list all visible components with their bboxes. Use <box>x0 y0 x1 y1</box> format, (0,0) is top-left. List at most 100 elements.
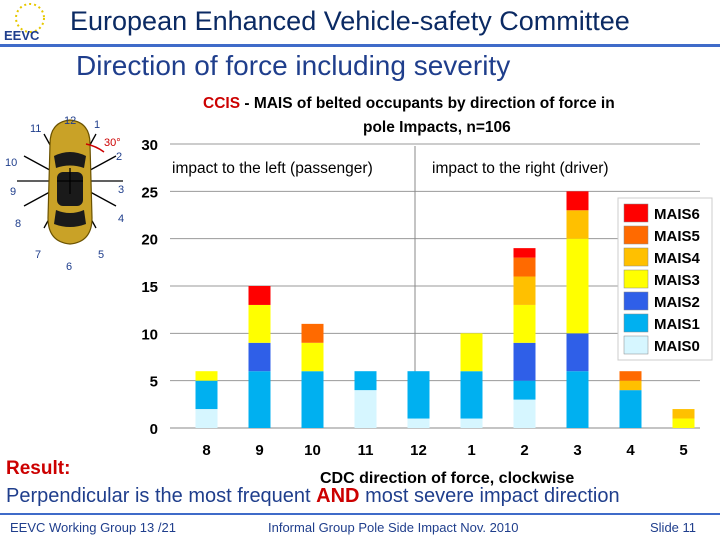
x-tick-label-2: 2 <box>520 442 528 459</box>
bar-3-mais1 <box>566 371 589 428</box>
clock-label-7: 7 <box>35 249 41 261</box>
bar-4-mais1 <box>619 390 642 428</box>
bar-2-mais2 <box>513 342 536 381</box>
y-tick-label-15: 15 <box>141 279 158 296</box>
clock-label-12: 12 <box>64 115 76 127</box>
logo-star-ring <box>15 3 45 33</box>
footer-divider <box>0 513 720 515</box>
x-tick-label-11: 11 <box>358 442 374 459</box>
clock-label-1: 1 <box>94 119 100 131</box>
x-tick-label-12: 12 <box>410 442 427 459</box>
bar-5-mais4 <box>672 409 695 419</box>
bar-2-mais4 <box>513 276 536 305</box>
bar-8-mais1 <box>195 380 218 410</box>
annotation-right: impact to the right (driver) <box>432 160 609 177</box>
car-direction-diagram: 12 1 2 3 4 5 6 7 8 9 10 11 30° <box>5 115 124 273</box>
slide-subtitle: Direction of force including severity <box>76 50 511 81</box>
legend-label-mais3: MAIS3 <box>654 272 700 289</box>
x-tick-label-10: 10 <box>304 442 321 459</box>
footer-left: EEVC Working Group 13 /21 <box>10 520 176 535</box>
bar-3-mais4 <box>566 210 589 239</box>
legend-label-mais6: MAIS6 <box>654 206 700 223</box>
y-tick-label-25: 25 <box>141 184 158 201</box>
footer-right: Slide 11 <box>650 520 697 535</box>
legend-swatch-mais1 <box>623 313 649 333</box>
bar-1-mais0 <box>460 418 483 428</box>
bar-9-mais2 <box>248 342 271 372</box>
clock-label-4: 4 <box>118 213 124 225</box>
bar-3-mais2 <box>566 333 589 372</box>
bar-12-mais0 <box>407 418 430 428</box>
legend-swatch-mais3 <box>623 269 649 289</box>
bar-2-mais5 <box>513 257 536 277</box>
clock-label-2: 2 <box>116 151 122 163</box>
bar-10-mais3 <box>301 342 324 372</box>
footer-center: Informal Group Pole Side Impact Nov. 201… <box>268 520 519 535</box>
y-axis-ticks: 0 5 10 15 20 25 30 <box>141 137 158 438</box>
result-label: Result: <box>6 458 71 479</box>
legend-swatch-mais4 <box>623 247 649 267</box>
bars <box>195 191 695 428</box>
logo-text: EEVC <box>4 28 40 43</box>
bar-2-mais1 <box>513 380 536 400</box>
clock-label-5: 5 <box>98 249 104 261</box>
bar-8-mais0 <box>195 409 218 428</box>
legend-swatch-mais0 <box>623 335 649 355</box>
bar-1-mais1 <box>460 371 483 419</box>
legend-label-mais1: MAIS1 <box>654 316 700 333</box>
bar-9-mais3 <box>248 304 271 343</box>
clock-labels: 12 1 2 3 4 5 6 7 8 9 10 11 <box>5 115 124 273</box>
header-bar <box>0 0 720 44</box>
bar-1-mais3 <box>460 333 483 372</box>
header-divider <box>0 44 720 47</box>
legend-swatch-mais5 <box>623 225 649 245</box>
y-tick-label-30: 30 <box>141 137 158 154</box>
chart-title-prefix: CCIS <box>203 95 240 112</box>
bar-8-mais3 <box>195 371 218 381</box>
x-axis-label: CDC direction of force, clockwise <box>320 470 574 486</box>
bar-11-mais1 <box>354 371 377 391</box>
legend-swatch-mais6 <box>623 203 649 223</box>
bar-5-mais3 <box>672 418 695 428</box>
clock-label-9: 9 <box>10 186 16 198</box>
clock-label-11: 11 <box>30 123 41 135</box>
x-tick-label-4: 4 <box>626 442 635 459</box>
result-text-part1: Perpendicular is the most frequent <box>6 485 317 507</box>
x-tick-label-5: 5 <box>679 442 687 459</box>
eevc-logo: EEVC <box>4 3 45 43</box>
y-tick-label-5: 5 <box>150 374 158 391</box>
bar-2-mais6 <box>513 248 536 258</box>
legend-label-mais2: MAIS2 <box>654 294 700 311</box>
angle-arc <box>85 143 105 153</box>
chart-title-main: - MAIS of belted occupants by direction … <box>240 95 615 112</box>
angle-label: 30° <box>104 137 121 149</box>
chart-title-line1: CCIS - MAIS of belted occupants by direc… <box>203 95 615 112</box>
legend-label-mais4: MAIS4 <box>654 250 701 267</box>
legend-label-mais0: MAIS0 <box>654 338 700 355</box>
x-axis-ticks: 8 9 10 11 12 1 2 3 4 5 <box>202 442 687 459</box>
result-text: Perpendicular is the most frequent AND m… <box>6 485 620 508</box>
bar-4-mais4 <box>619 380 642 391</box>
slide-header: European Enhanced Vehicle-safety Committ… <box>70 6 630 36</box>
direction-lines-over <box>57 168 83 194</box>
legend: MAIS6 MAIS5 MAIS4 MAIS3 MAIS2 MAIS1 MAIS0 <box>617 197 713 361</box>
bar-10-mais5 <box>301 323 324 343</box>
result-text-part2: most severe impact direction <box>359 485 620 507</box>
y-tick-label-0: 0 <box>150 421 158 438</box>
legend-swatch-mais2 <box>623 291 649 311</box>
bar-2-mais3 <box>513 304 536 343</box>
chart-title-line2: pole Impacts, n=106 <box>363 119 511 136</box>
x-tick-label-8: 8 <box>202 442 210 459</box>
x-tick-label-3: 3 <box>573 442 581 459</box>
x-tick-label-1: 1 <box>467 442 475 459</box>
bar-9-mais6 <box>248 286 271 305</box>
result-text-emphasis: AND <box>316 485 360 507</box>
bar-9-mais1 <box>248 371 271 428</box>
clock-label-8: 8 <box>15 218 21 230</box>
clock-label-3: 3 <box>118 184 124 196</box>
bar-4-mais5 <box>619 371 642 381</box>
clock-label-10: 10 <box>5 157 17 169</box>
clock-label-6: 6 <box>66 261 72 273</box>
bar-12-mais1 <box>407 371 430 419</box>
bar-10-mais1 <box>301 371 324 428</box>
